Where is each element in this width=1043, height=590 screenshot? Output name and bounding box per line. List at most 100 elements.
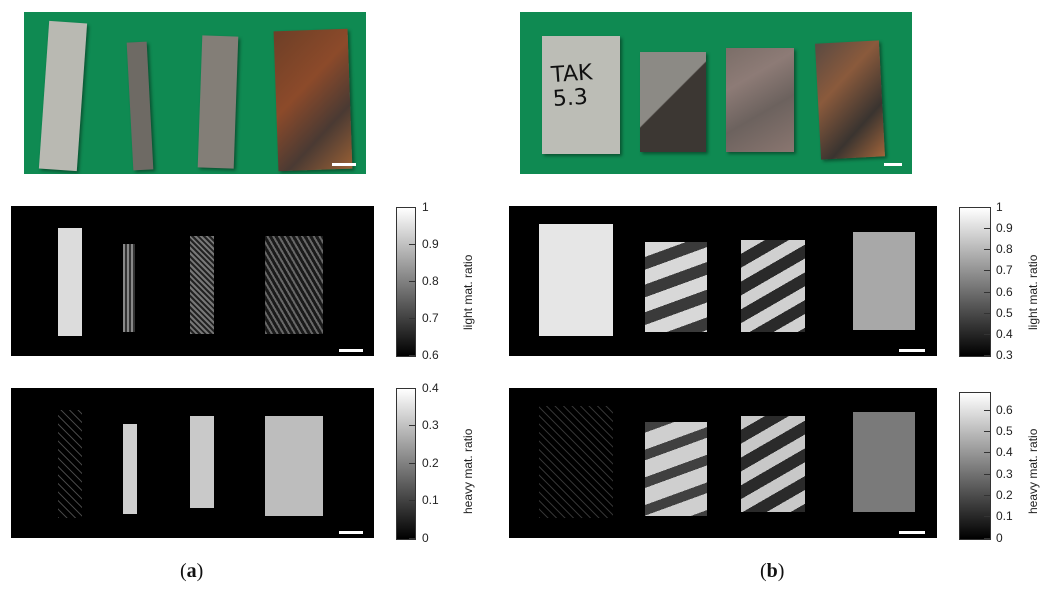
tick-label: 0.6 — [422, 348, 439, 362]
tick-mark — [984, 228, 990, 229]
tick-mark — [984, 313, 990, 314]
tick-mark — [409, 355, 415, 356]
tick-mark — [409, 281, 415, 282]
tick-label: 0.6 — [996, 403, 1013, 417]
tick-mark — [409, 538, 415, 539]
colorbar-label: light mat. ratio — [1026, 254, 1040, 330]
specimen-4-map — [853, 232, 915, 330]
scale-bar — [339, 531, 363, 534]
tick-mark — [409, 388, 415, 389]
tick-label: 0.3 — [422, 418, 439, 432]
tick-mark — [984, 207, 990, 208]
tick-label: 0.2 — [422, 456, 439, 470]
tick-label: 0.5 — [996, 306, 1013, 320]
caption-paren-open: ( — [760, 560, 767, 582]
specimen-4-map — [265, 236, 323, 334]
heavy-colorbar-a — [396, 388, 416, 540]
tick-label: 0.1 — [422, 493, 439, 507]
tick-mark — [984, 355, 990, 356]
scale-bar — [899, 349, 925, 352]
specimen-4-map — [853, 412, 915, 512]
tick-mark — [984, 431, 990, 432]
specimen-1 — [542, 36, 620, 154]
scale-bar — [884, 163, 902, 166]
tick-mark — [984, 495, 990, 496]
tick-mark — [984, 474, 990, 475]
specimen-4 — [815, 40, 885, 160]
tick-label: 1 — [422, 200, 429, 214]
tick-mark — [984, 516, 990, 517]
tick-label: 0.7 — [422, 311, 439, 325]
tick-label: 0.6 — [996, 285, 1013, 299]
tick-mark — [409, 500, 415, 501]
specimen-3-map — [741, 416, 805, 512]
heavy-colorbar-b — [959, 392, 991, 540]
tick-label: 0.2 — [996, 488, 1013, 502]
specimen-3 — [197, 35, 239, 169]
caption-paren-open: ( — [180, 560, 187, 582]
specimen-2-map — [123, 244, 135, 332]
tick-label: 0.4 — [422, 381, 439, 395]
light-colorbar-a — [396, 207, 416, 357]
tick-label: 0.3 — [996, 348, 1013, 362]
specimen-1-map — [58, 228, 82, 336]
specimen-2-map — [123, 424, 137, 514]
scale-bar — [899, 531, 925, 534]
caption-letter: a — [186, 560, 197, 582]
tick-mark — [984, 292, 990, 293]
heavy-ratio-map-b — [509, 388, 937, 538]
colorbar-label: light mat. ratio — [461, 254, 475, 330]
tick-mark — [409, 463, 415, 464]
tick-label: 1 — [996, 200, 1003, 214]
tick-mark — [409, 425, 415, 426]
tick-mark — [984, 410, 990, 411]
tick-label: 0.4 — [996, 445, 1013, 459]
panel-caption-b: (b) — [760, 560, 784, 583]
specimen-2 — [640, 52, 706, 152]
tick-label: 0.8 — [996, 242, 1013, 256]
tick-label: 0.9 — [996, 221, 1013, 235]
light-ratio-map-a — [11, 206, 374, 356]
scale-bar — [332, 163, 356, 166]
tick-mark — [409, 318, 415, 319]
tick-label: 0.8 — [422, 274, 439, 288]
tick-label: 0 — [422, 531, 429, 545]
caption-paren-close: ) — [196, 560, 204, 582]
specimen-2-map — [645, 242, 707, 332]
tick-label: 0 — [996, 531, 1003, 545]
tick-label: 0.7 — [996, 263, 1013, 277]
specimen-2-map — [645, 422, 707, 516]
specimen-label: TAK 5.3 — [550, 60, 594, 113]
tick-mark — [984, 538, 990, 539]
light-colorbar-b — [959, 207, 991, 357]
colorbar-label: heavy mat. ratio — [1026, 428, 1040, 514]
specimen-1-map — [539, 224, 613, 336]
tick-mark — [984, 249, 990, 250]
specimen-4-map — [265, 416, 323, 516]
specimen-photo-a — [24, 12, 366, 174]
specimen-1 — [38, 20, 88, 172]
specimen-2 — [126, 41, 154, 171]
tick-mark — [409, 244, 415, 245]
specimen-1-map — [539, 406, 613, 518]
panel-caption-a: (a) — [180, 560, 203, 583]
tick-mark — [984, 452, 990, 453]
heavy-ratio-map-a — [11, 388, 374, 538]
caption-paren-close: ) — [777, 560, 785, 582]
specimen-3-map — [190, 416, 214, 508]
tick-label: 0.4 — [996, 327, 1013, 341]
light-ratio-map-b — [509, 206, 937, 356]
scale-bar — [339, 349, 363, 352]
specimen-3-map — [190, 236, 214, 334]
tick-label: 0.3 — [996, 467, 1013, 481]
tick-mark — [409, 207, 415, 208]
specimen-photo-b: TAK 5.3 — [520, 12, 912, 174]
specimen-3-map — [741, 240, 805, 332]
specimen-3 — [726, 48, 794, 152]
tick-mark — [984, 334, 990, 335]
caption-letter: b — [766, 560, 778, 582]
tick-label: 0.5 — [996, 424, 1013, 438]
tick-label: 0.9 — [422, 237, 439, 251]
colorbar-label: heavy mat. ratio — [461, 428, 475, 514]
tick-mark — [984, 270, 990, 271]
